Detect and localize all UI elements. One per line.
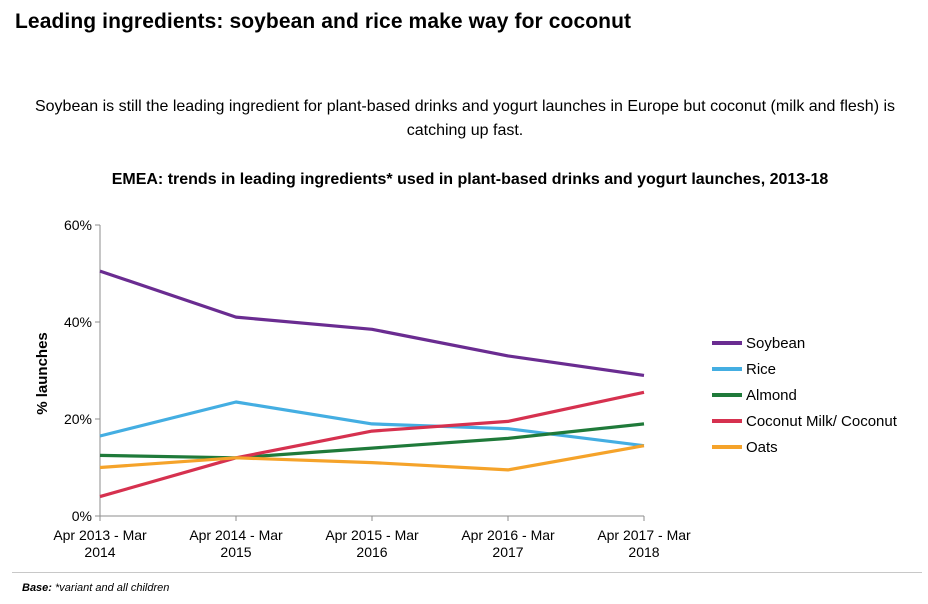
- page-subtitle: Soybean is still the leading ingredient …: [34, 98, 896, 139]
- footnote-label: Base:: [22, 582, 52, 594]
- legend-swatch: [712, 341, 742, 345]
- legend-label: Soybean: [746, 334, 806, 352]
- y-tick-label: 60%: [64, 217, 92, 233]
- legend-item: Rice: [712, 356, 897, 382]
- chart-title: EMEA: trends in leading ingredients* use…: [111, 171, 829, 188]
- legend-item: Almond: [712, 382, 897, 408]
- series-line-soybean: [99, 269, 645, 377]
- y-tick-label: 0%: [72, 508, 92, 524]
- legend-label: Rice: [746, 360, 777, 378]
- series-line-almond: [99, 422, 645, 460]
- footnote: Base: *variant and all children: [22, 582, 169, 594]
- legend-label: Oats: [746, 438, 778, 456]
- legend-item: Soybean: [712, 330, 897, 356]
- legend-swatch: [712, 445, 742, 449]
- chart-legend: Soybean Rice Almond Coconut Milk/ Coconut Oa…: [712, 330, 897, 460]
- x-tick-label: Apr 2013 - Mar 2014: [53, 527, 147, 560]
- legend-label: Coconut Milk/ Coconut: [746, 412, 897, 430]
- x-tick-label: Apr 2015 - Mar 2016: [325, 527, 419, 560]
- y-axis-title: % launches: [34, 332, 51, 415]
- legend-item: Coconut Milk/ Coconut: [712, 408, 897, 434]
- x-tick-label: Apr 2017 - Mar 2018: [597, 527, 691, 560]
- series-line-oats: [99, 444, 645, 472]
- legend-swatch: [712, 367, 742, 371]
- legend-swatch: [712, 393, 742, 397]
- series-line-coconut-milk-coconut: [99, 390, 645, 499]
- footnote-text: *variant and all children: [55, 582, 170, 594]
- footer-divider: [12, 572, 922, 573]
- legend-swatch: [712, 419, 742, 423]
- x-tick-label: Apr 2014 - Mar 2015: [189, 527, 283, 560]
- chart-labels: 0% 20% 40% 60% Apr 2013 - Mar 2014 Apr 2014 - …: [34, 217, 691, 560]
- chart-axes: [95, 224, 645, 521]
- page-title: Leading ingredients: soybean and rice ma…: [15, 10, 632, 33]
- y-tick-label: 20%: [64, 411, 92, 427]
- legend-label: Almond: [746, 386, 797, 404]
- y-tick-label: 40%: [64, 314, 92, 330]
- chart-series: [99, 269, 645, 499]
- legend-item: Oats: [712, 434, 897, 460]
- x-tick-label: Apr 2016 - Mar 2017: [461, 527, 555, 560]
